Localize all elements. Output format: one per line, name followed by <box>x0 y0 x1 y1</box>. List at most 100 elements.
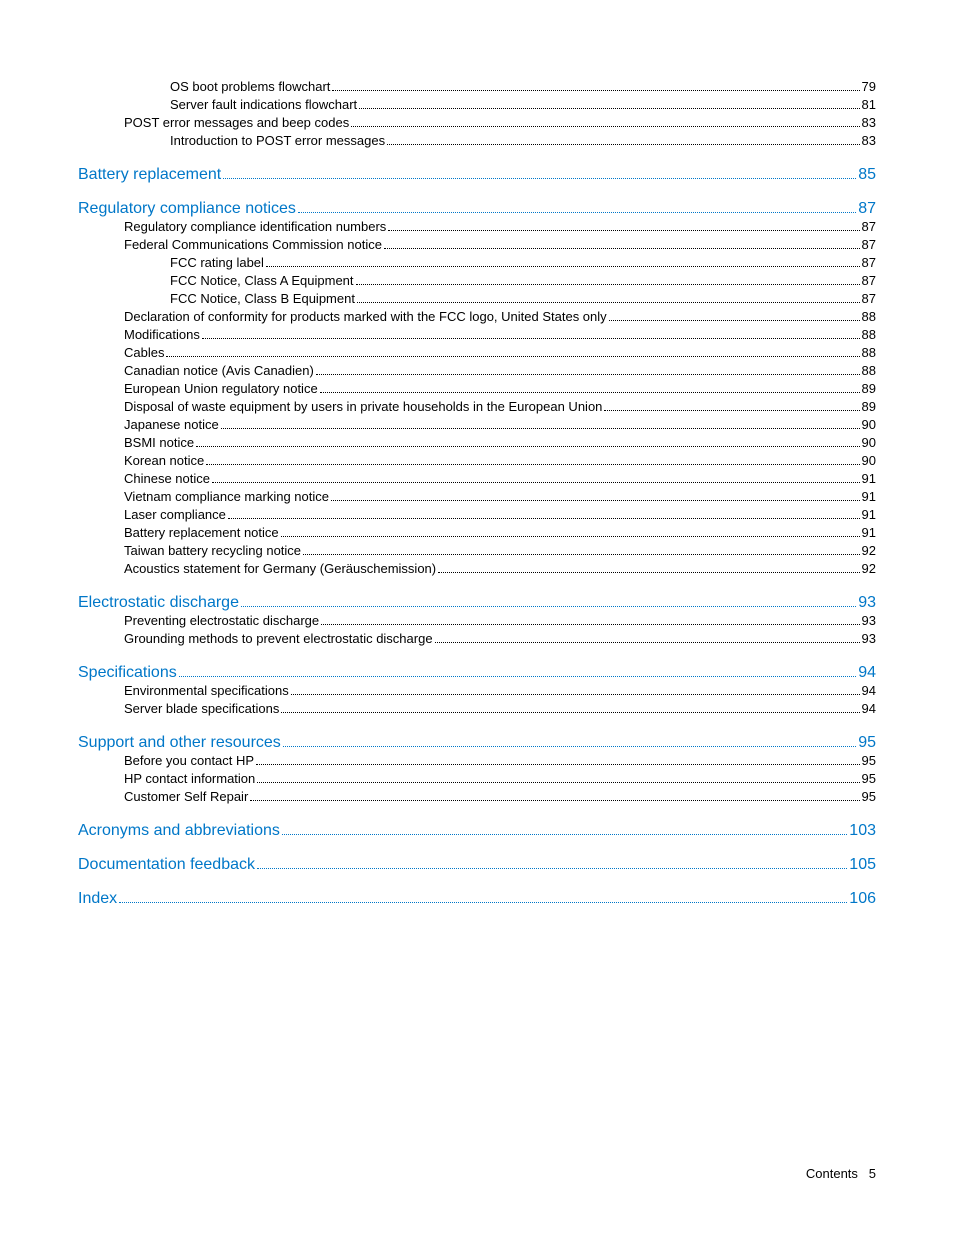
toc-leader-dots <box>604 401 859 411</box>
toc-leader-dots <box>250 791 859 801</box>
toc-entry-page: 89 <box>862 380 876 398</box>
toc-entry: Declaration of conformity for products m… <box>124 308 876 326</box>
toc-entry-page: 90 <box>862 434 876 452</box>
toc-leader-dots <box>291 685 860 695</box>
toc-leader-dots <box>388 221 859 231</box>
toc-entry-title: Laser compliance <box>124 506 226 524</box>
toc-entry[interactable]: Electrostatic discharge93 <box>78 594 876 612</box>
toc-entry: HP contact information 95 <box>124 770 876 788</box>
toc-entry: FCC rating label 87 <box>170 254 876 272</box>
toc-entry-title: Declaration of conformity for products m… <box>124 308 607 326</box>
toc-entry: Canadian notice (Avis Canadien) 88 <box>124 362 876 380</box>
toc-entry-title: Preventing electrostatic discharge <box>124 612 319 630</box>
toc-entry-page: 88 <box>862 362 876 380</box>
toc-entry: Customer Self Repair95 <box>124 788 876 806</box>
toc-entry: BSMI notice90 <box>124 434 876 452</box>
toc-leader-dots <box>202 329 860 339</box>
toc-entry-page: 87 <box>862 254 876 272</box>
toc-entry-title: FCC rating label <box>170 254 264 272</box>
toc-entry-page: 83 <box>862 114 876 132</box>
toc-entry-page: 90 <box>862 452 876 470</box>
toc-entry[interactable]: Documentation feedback105 <box>78 856 876 874</box>
toc-leader-dots <box>438 563 859 573</box>
toc-leader-dots <box>316 365 860 375</box>
toc-leader-dots <box>196 437 859 447</box>
toc-entry[interactable]: Index106 <box>78 890 876 908</box>
toc-leader-dots <box>331 491 860 501</box>
toc-entry[interactable]: Regulatory compliance notices87 <box>78 200 876 218</box>
toc-entry-title: Acronyms and abbreviations <box>78 822 280 840</box>
toc-entry-page: 87 <box>862 272 876 290</box>
toc-leader-dots <box>256 755 859 765</box>
toc-entry: Before you contact HP95 <box>124 752 876 770</box>
toc-entry-page: 92 <box>862 560 876 578</box>
toc-leader-dots <box>212 473 860 483</box>
toc-leader-dots <box>221 419 860 429</box>
toc-leader-dots <box>228 509 860 519</box>
toc-entry-title: Regulatory compliance notices <box>78 200 296 218</box>
toc-leader-dots <box>320 383 860 393</box>
footer-page-number: 5 <box>869 1166 876 1181</box>
toc-entry-page: 91 <box>862 524 876 542</box>
toc-entry-title: Support and other resources <box>78 734 281 752</box>
toc-entry-title: Canadian notice (Avis Canadien) <box>124 362 314 380</box>
toc-entry[interactable]: Acronyms and abbreviations103 <box>78 822 876 840</box>
toc-entry-title: Battery replacement <box>78 166 221 184</box>
toc-entry-page: 91 <box>862 470 876 488</box>
toc-entry-title: OS boot problems flowchart <box>170 78 330 96</box>
toc-entry-page: 106 <box>849 890 876 908</box>
toc-entry-title: Server blade specifications <box>124 700 279 718</box>
toc-leader-dots <box>223 167 856 179</box>
toc-entry: Federal Communications Commission notice… <box>124 236 876 254</box>
toc-entry-title: Server fault indications flowchart <box>170 96 357 114</box>
toc-entry-page: 87 <box>862 236 876 254</box>
toc-entry-title: Battery replacement notice <box>124 524 279 542</box>
toc-entry-title: Regulatory compliance identification num… <box>124 218 386 236</box>
toc-leader-dots <box>257 857 847 869</box>
toc-entry-page: 85 <box>858 166 876 184</box>
toc-entry-title: Cables <box>124 344 164 362</box>
toc-entry: Taiwan battery recycling notice 92 <box>124 542 876 560</box>
toc-entry-page: 89 <box>862 398 876 416</box>
toc-entry[interactable]: Specifications94 <box>78 664 876 682</box>
toc-entry-title: Taiwan battery recycling notice <box>124 542 301 560</box>
toc-entry-title: HP contact information <box>124 770 255 788</box>
footer-label: Contents <box>806 1166 858 1181</box>
toc-leader-dots <box>356 275 860 285</box>
toc-entry: Battery replacement notice 91 <box>124 524 876 542</box>
toc-entry-page: 92 <box>862 542 876 560</box>
toc-entry-title: European Union regulatory notice <box>124 380 318 398</box>
toc-entry-page: 87 <box>862 290 876 308</box>
toc-entry[interactable]: Support and other resources95 <box>78 734 876 752</box>
toc-leader-dots <box>435 633 860 643</box>
toc-entry[interactable]: Battery replacement 85 <box>78 166 876 184</box>
toc-entry: Laser compliance 91 <box>124 506 876 524</box>
toc-leader-dots <box>282 823 847 835</box>
toc-leader-dots <box>357 293 860 303</box>
toc-entry-page: 95 <box>862 788 876 806</box>
toc-leader-dots <box>241 595 856 607</box>
toc-entry-title: Japanese notice <box>124 416 219 434</box>
toc-entry-title: Federal Communications Commission notice <box>124 236 382 254</box>
toc-entry-page: 88 <box>862 308 876 326</box>
toc-entry-page: 90 <box>862 416 876 434</box>
toc-entry: FCC Notice, Class B Equipment87 <box>170 290 876 308</box>
toc-entry: Chinese notice 91 <box>124 470 876 488</box>
toc-entry-title: Vietnam compliance marking notice <box>124 488 329 506</box>
toc-entry-title: Introduction to POST error messages <box>170 132 385 150</box>
toc-entry-title: Chinese notice <box>124 470 210 488</box>
toc-entry-page: 95 <box>862 770 876 788</box>
toc-entry-page: 93 <box>862 630 876 648</box>
toc-leader-dots <box>266 257 860 267</box>
toc-entry-page: 91 <box>862 506 876 524</box>
toc-entry: Japanese notice 90 <box>124 416 876 434</box>
toc-entry-title: Electrostatic discharge <box>78 594 239 612</box>
toc-entry-title: Disposal of waste equipment by users in … <box>124 398 602 416</box>
toc-entry: Regulatory compliance identification num… <box>124 218 876 236</box>
toc-leader-dots <box>384 239 860 249</box>
toc-entry-title: Korean notice <box>124 452 204 470</box>
toc-entry-page: 88 <box>862 326 876 344</box>
toc-entry-title: FCC Notice, Class A Equipment <box>170 272 354 290</box>
toc-entry: Cables88 <box>124 344 876 362</box>
toc-entry-title: Specifications <box>78 664 177 682</box>
